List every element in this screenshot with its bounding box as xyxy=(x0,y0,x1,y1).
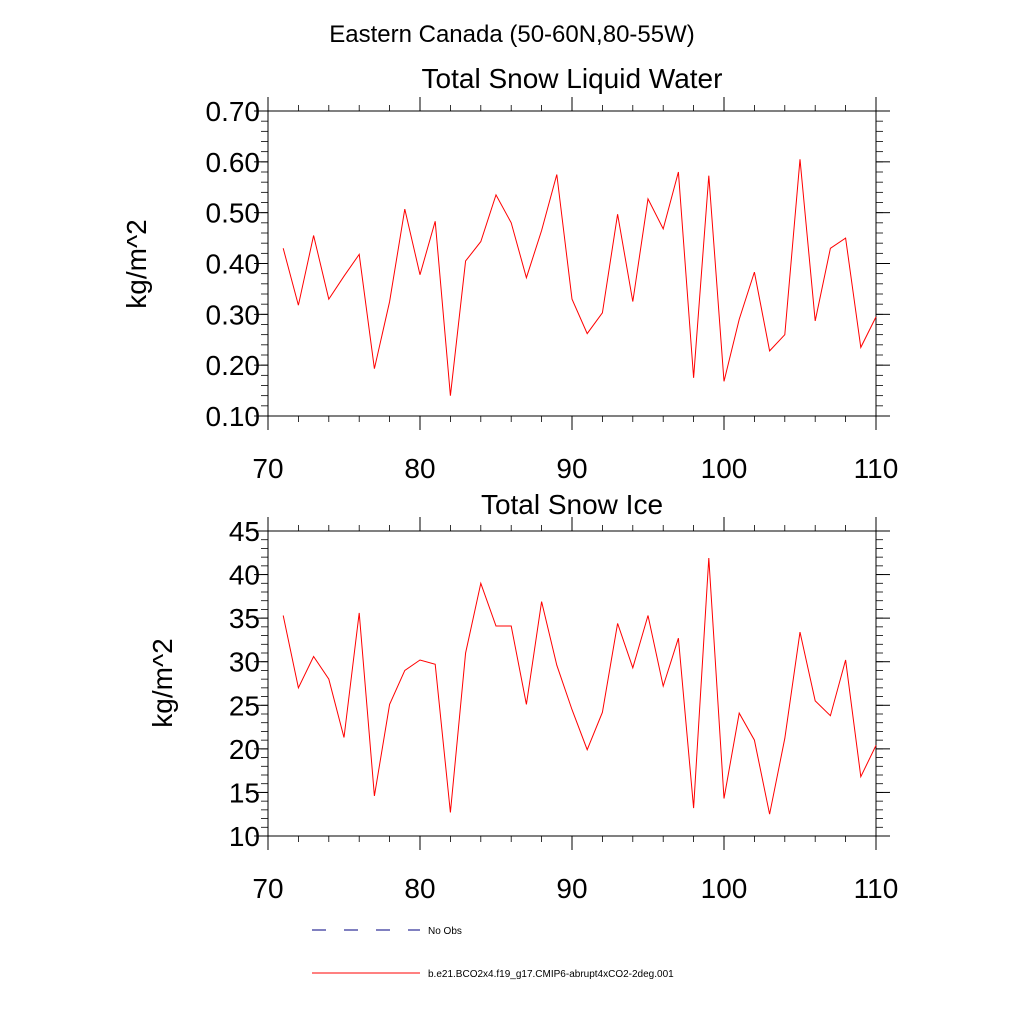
y-tick-label: 25 xyxy=(229,690,260,721)
x-tick-label: 100 xyxy=(701,453,748,484)
panel-snow-ice: Total Snow Ice kg/m^2 10 15 20 25 30 35 40 45 70… xyxy=(147,489,898,904)
x-tick-label: 70 xyxy=(252,873,283,904)
y-tick-label: 0.40 xyxy=(206,249,261,280)
x-tick-label: 70 xyxy=(252,453,283,484)
x-tick-label: 90 xyxy=(556,453,587,484)
x-tick-label: 110 xyxy=(854,453,899,484)
legend: No Obs b.e21.BCO2x4.f19_g17.CMIP6-abrupt… xyxy=(312,926,674,980)
y-tick-label: 10 xyxy=(229,821,260,852)
series-line xyxy=(282,557,877,815)
plot-frame xyxy=(267,530,877,837)
chart-title: Total Snow Ice xyxy=(481,489,663,520)
figure-title: Eastern Canada (50-60N,80-55W) xyxy=(329,21,695,48)
chart-title: Total Snow Liquid Water xyxy=(422,63,723,94)
series-line xyxy=(282,159,877,396)
y-tick-label: 0.30 xyxy=(206,299,261,330)
x-tick-label: 80 xyxy=(404,873,435,904)
y-tick-label: 0.50 xyxy=(206,198,261,229)
y-tick-label: 0.70 xyxy=(206,96,261,127)
y-axis-label: kg/m^2 xyxy=(147,638,178,727)
y-tick-label: 35 xyxy=(229,603,260,634)
panel-snow-liquid-water: Total Snow Liquid Water kg/m^2 0.10 0.20 0… xyxy=(121,63,898,484)
legend-label-no-obs: No Obs xyxy=(428,926,462,937)
x-tick-label: 80 xyxy=(404,453,435,484)
y-tick-label: 0.10 xyxy=(206,401,261,432)
x-tick-label: 100 xyxy=(701,873,748,904)
y-tick-label: 0.20 xyxy=(206,350,261,381)
y-tick-label: 40 xyxy=(229,560,260,591)
y-tick-label: 20 xyxy=(229,734,260,765)
y-axis-label: kg/m^2 xyxy=(121,219,152,308)
y-tick-label: 30 xyxy=(229,647,260,678)
y-tick-label: 45 xyxy=(229,516,260,547)
y-tick-label: 15 xyxy=(229,777,260,808)
plot-frame xyxy=(267,110,877,417)
y-tick-label: 0.60 xyxy=(206,147,261,178)
x-tick-label: 110 xyxy=(854,873,899,904)
legend-label-model-run: b.e21.BCO2x4.f19_g17.CMIP6-abrupt4xCO2-2… xyxy=(428,969,674,980)
x-tick-label: 90 xyxy=(556,873,587,904)
